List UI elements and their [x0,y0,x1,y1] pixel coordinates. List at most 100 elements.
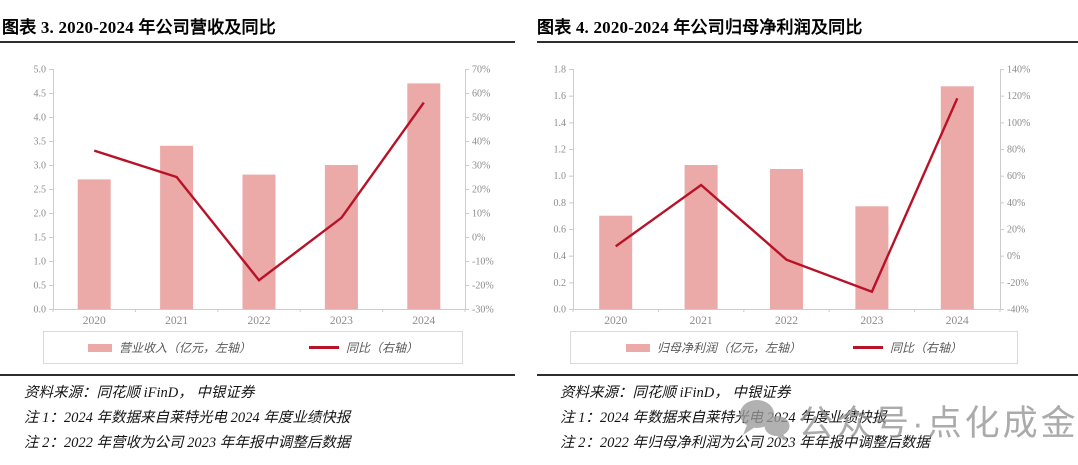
legend-label: 营业收入（亿元，左轴） [118,341,251,355]
chart-1: 0.0 0.5 1.0 1.5 2.0 2.5 3.0 3.5 4.0 4.5 5.0 -30% -20… [34,65,494,328]
bar-series [77,83,441,310]
svg-text:60%: 60% [472,89,490,100]
source-line: 资料来源：同花顺 iFinD， 中银证券 [560,385,791,401]
chart4-legend: 归母净利润（亿元，左轴） 同比（右轴） [570,331,1018,364]
svg-text:0.0: 0.0 [34,305,47,316]
svg-text:1.6: 1.6 [554,91,567,102]
svg-text:4.0: 4.0 [34,113,47,124]
svg-text:2.0: 2.0 [34,209,47,220]
svg-text:20%: 20% [472,185,490,196]
legend-item-yoy: 同比（右轴） [853,339,962,356]
svg-text:1.0: 1.0 [34,257,47,268]
bar-2023 [324,165,358,309]
bar-swatch-icon [625,343,650,352]
svg-text:2.5: 2.5 [34,185,47,196]
svg-text:40%: 40% [1007,198,1025,209]
note-line-1: 注 1：2024 年数据来自莱特光电 2024 年度业绩快报 [24,410,351,426]
bar-series [599,86,974,309]
bar-2020 [599,215,633,309]
svg-text:0.6: 0.6 [554,225,567,236]
svg-text:2024: 2024 [412,315,435,327]
axes [49,69,469,312]
tick-labels: 0.0 0.2 0.4 0.6 0.8 1.0 1.2 1.4 1.6 1.8 -40% -20% 0%… [554,65,1031,328]
svg-text:1.2: 1.2 [554,145,567,156]
chart-2: 0.0 0.2 0.4 0.6 0.8 1.0 1.2 1.4 1.6 1.8 -40% -20% 0%… [554,65,1031,328]
source-line: 资料来源：同花顺 iFinD， 中银证券 [24,385,255,401]
svg-text:0%: 0% [472,233,485,244]
note-line-2: 注 2：2022 年营收为公司 2023 年年报中调整后数据 [24,435,351,451]
svg-text:-20%: -20% [472,281,494,292]
svg-text:100%: 100% [1007,118,1030,129]
chart4-title: 图表 4. 2020-2024 年公司归母净利润及同比 [537,18,863,37]
svg-text:2021: 2021 [690,315,713,327]
bar-2022 [770,169,803,309]
chart3-notes-rule [0,374,515,376]
svg-text:-30%: -30% [472,305,494,316]
svg-text:1.8: 1.8 [554,65,567,76]
svg-text:2024: 2024 [946,315,969,327]
svg-text:5.0: 5.0 [34,65,47,76]
svg-text:70%: 70% [472,65,490,76]
svg-text:3.0: 3.0 [34,161,47,172]
svg-text:2021: 2021 [165,315,188,327]
tick-labels: 0.0 0.5 1.0 1.5 2.0 2.5 3.0 3.5 4.0 4.5 5.0 -30% -20… [34,65,494,328]
svg-text:2022: 2022 [775,315,798,327]
bar-2021 [684,165,718,309]
svg-text:140%: 140% [1007,65,1030,76]
svg-text:0.5: 0.5 [34,281,47,292]
chart3-legend: 营业收入（亿元，左轴） 同比（右轴） [43,331,463,364]
svg-text:2020: 2020 [604,315,627,327]
svg-text:1.0: 1.0 [554,171,567,182]
legend-item-netprofit: 归母净利润（亿元，左轴） [625,339,801,356]
bar-2024 [940,86,974,309]
svg-text:0.8: 0.8 [554,198,567,209]
svg-text:40%: 40% [472,137,490,148]
chart4-notes: 资料来源：同花顺 iFinD， 中银证券 注 1：2024 年数据来自莱特光电 … [560,381,930,456]
legend-item-revenue: 营业收入（亿元，左轴） [87,339,251,356]
svg-text:120%: 120% [1007,91,1030,102]
note-line-2: 注 2：2022 年归母净利润为公司 2023 年年报中调整后数据 [560,435,930,451]
yoy-line [615,97,959,294]
bar-2022 [242,174,276,309]
svg-text:-40%: -40% [1007,305,1029,316]
chart4-notes-rule [537,374,1078,376]
chart3-notes: 资料来源：同花顺 iFinD， 中银证券 注 1：2024 年数据来自莱特光电 … [24,381,350,456]
svg-text:2020: 2020 [83,315,106,327]
svg-text:30%: 30% [472,161,490,172]
svg-text:3.5: 3.5 [34,137,47,148]
chart3-title-underline [0,41,515,43]
svg-text:0.0: 0.0 [554,305,567,316]
bar-2023 [855,206,889,309]
svg-text:-10%: -10% [472,257,494,268]
svg-text:-20%: -20% [1007,278,1029,289]
bar-2024 [407,83,441,310]
svg-text:2022: 2022 [248,315,271,327]
legend-label: 同比（右轴） [346,341,419,355]
svg-text:60%: 60% [1007,171,1025,182]
bar-2020 [77,179,111,309]
svg-text:0.4: 0.4 [554,251,567,262]
svg-text:10%: 10% [472,209,490,220]
bar-2021 [160,145,194,309]
svg-text:80%: 80% [1007,145,1025,156]
axes [569,69,1004,312]
chart3-title: 图表 3. 2020-2024 年公司营收及同比 [2,18,276,37]
bar-swatch-icon [87,343,112,352]
legend-item-yoy: 同比（右轴） [309,339,418,356]
svg-text:1.5: 1.5 [34,233,47,244]
svg-text:1.4: 1.4 [554,118,567,129]
line-swatch-icon [853,346,883,349]
line-swatch-icon [309,346,339,349]
svg-text:0.2: 0.2 [554,278,567,289]
svg-text:2023: 2023 [330,315,353,327]
yoy-line [93,101,425,282]
svg-text:2023: 2023 [860,315,883,327]
svg-text:0%: 0% [1007,251,1020,262]
legend-label: 同比（右轴） [890,341,963,355]
svg-text:50%: 50% [472,113,490,124]
svg-text:20%: 20% [1007,225,1025,236]
chart4-title-underline [537,41,1078,43]
legend-label: 归母净利润（亿元，左轴） [656,341,801,355]
svg-text:4.5: 4.5 [34,89,47,100]
